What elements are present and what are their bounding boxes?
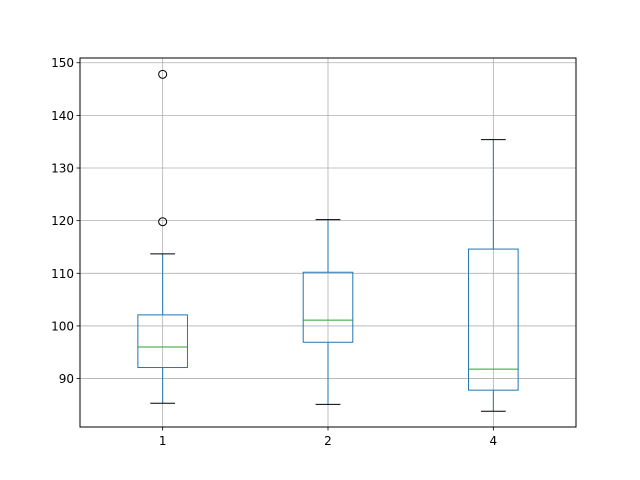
y-tick-label: 110 [51, 267, 74, 281]
box-plots [137, 69, 519, 412]
y-tick-label: 90 [59, 372, 74, 386]
outlier-point [158, 69, 168, 79]
box-group-2 [302, 219, 354, 405]
y-tick-label: 130 [51, 162, 74, 176]
outlier-point [158, 217, 168, 227]
iqr-box [302, 271, 354, 343]
x-tick-label: 2 [324, 434, 332, 448]
axes: 90 100 110 120 130 140 150 1 2 4 [51, 56, 497, 448]
y-tick-label: 150 [51, 56, 74, 70]
y-tick-label: 100 [51, 319, 74, 333]
iqr-box [137, 314, 188, 369]
y-tick-label: 120 [51, 214, 74, 228]
box-group-1 [137, 69, 188, 404]
y-tick-label: 140 [51, 109, 74, 123]
x-tick-label: 1 [159, 434, 167, 448]
box-group-4 [468, 139, 519, 412]
iqr-box [468, 248, 519, 391]
x-tick-label: 4 [490, 434, 498, 448]
